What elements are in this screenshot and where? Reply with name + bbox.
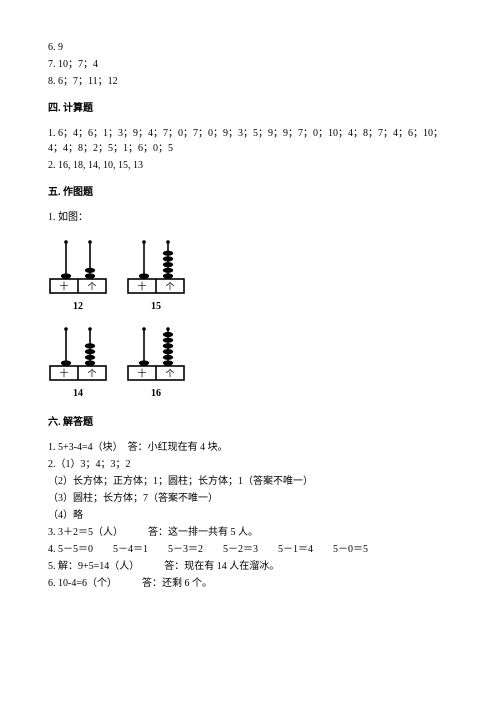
abacus-label: 16 — [151, 386, 161, 401]
abacus-14: 十 个 14 — [48, 326, 108, 401]
ans-item: （3）圆柱；长方体；7（答案不唯一） — [48, 491, 452, 506]
section6-content: 1. 5+3-4=4（块） 答：小红现在有 4 块。 2.（1）3；4；3；2 … — [48, 440, 452, 591]
section6-title: 六. 解答题 — [48, 415, 452, 430]
abacus-grid: 十个12 十个15 十个14 十个16 — [48, 239, 452, 401]
svg-text:个: 个 — [165, 282, 174, 292]
section5-title: 五. 作图题 — [48, 185, 452, 200]
abacus-label: 14 — [73, 386, 83, 401]
abacus-label: 12 — [73, 299, 83, 314]
svg-text:个: 个 — [87, 369, 96, 379]
answer-line: 7. 10；7；4 — [48, 57, 452, 72]
answer-line: 8. 6；7；11；12 — [48, 74, 452, 89]
ans-item: 3. 3＋2＝5（人） 答：这一排一共有 5 人。 — [48, 525, 452, 540]
ans-item: 5. 解：9+5=14（人） 答：现在有 14 人在溜冰。 — [48, 559, 452, 574]
abacus-12: 十 个 12 — [48, 239, 108, 314]
section4-title: 四. 计算题 — [48, 101, 452, 116]
abacus-row: 十 个 12 十 个 15 — [48, 239, 452, 314]
abacus-label: 15 — [151, 299, 161, 314]
ans-item: 2.（1）3；4；3；2 — [48, 457, 452, 472]
ans-item: （4）略 — [48, 508, 452, 523]
answer-line: 6. 9 — [48, 40, 452, 55]
calc-item: 1. 6；4；6；1；3；9；4；7；0；7；0；9；3；5；9；9；7；0；1… — [48, 126, 452, 156]
section4-content: 1. 6；4；6；1；3；9；4；7；0；7；0；9；3；5；9；9；7；0；1… — [48, 126, 452, 173]
abacus-16: 十 个 16 — [126, 326, 186, 401]
drawing-item: 1. 如图： — [48, 210, 452, 225]
ans-item: 6. 10-4=6（个） 答：还剩 6 个。 — [48, 576, 452, 591]
svg-text:十: 十 — [59, 281, 68, 292]
calc-item: 2. 16, 18, 14, 10, 15, 13 — [48, 158, 452, 173]
svg-text:个: 个 — [87, 282, 96, 292]
ans-item: （2）长方体；正方体；1；圆柱；长方体；1（答案不唯一） — [48, 474, 452, 489]
ans-item: 1. 5+3-4=4（块） 答：小红现在有 4 块。 — [48, 440, 452, 455]
abacus-row: 十 个 14 十 个 16 — [48, 326, 452, 401]
svg-text:个: 个 — [165, 369, 174, 379]
top-answers: 6. 9 7. 10；7；4 8. 6；7；11；12 — [48, 40, 452, 89]
svg-text:十: 十 — [137, 281, 146, 292]
abacus-15: 十 个 15 — [126, 239, 186, 314]
svg-text:十: 十 — [59, 368, 68, 379]
ans-item: 4. 5－5＝0 5－4＝1 5－3＝2 5－2＝3 5－1＝4 5－0＝5 — [48, 542, 452, 557]
svg-text:十: 十 — [137, 368, 146, 379]
